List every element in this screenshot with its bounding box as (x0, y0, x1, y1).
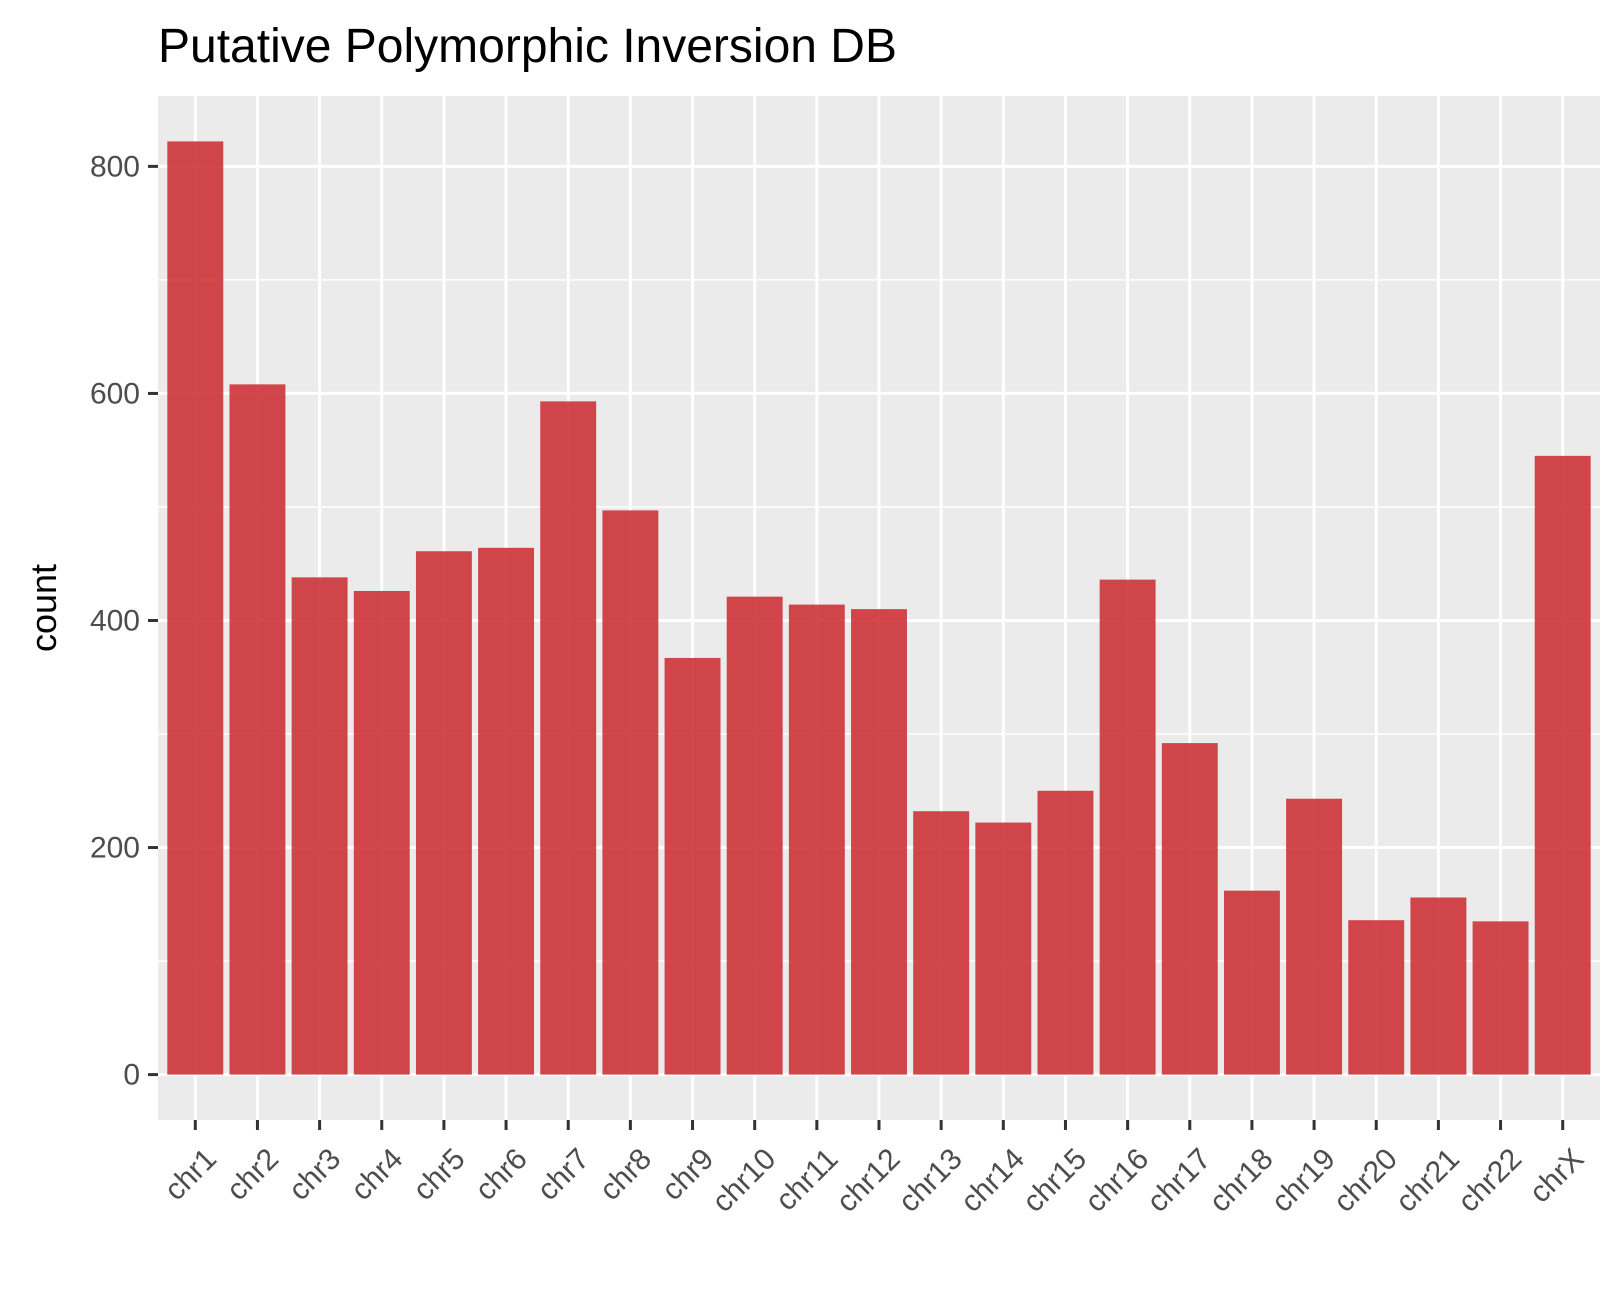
x-tick-label: chr2 (221, 1142, 286, 1207)
x-tick-label: chr6 (469, 1142, 534, 1207)
chart-title: Putative Polymorphic Inversion DB (158, 20, 897, 73)
bar-chr3 (291, 577, 348, 1075)
y-tick-label: 600 (90, 377, 140, 410)
x-tick-label: chr10 (706, 1142, 782, 1218)
y-axis: 0 200 400 600 800 (90, 150, 158, 1092)
x-tick-label: chr1 (158, 1142, 223, 1207)
x-tick-label: chr19 (1265, 1142, 1341, 1218)
x-tick-label: chr20 (1327, 1142, 1403, 1218)
x-tick-label: chr18 (1203, 1142, 1279, 1218)
bar-chr17 (1161, 743, 1218, 1075)
y-axis-title: count (23, 564, 64, 652)
bar-chr12 (851, 609, 907, 1075)
bar-chr2 (229, 384, 286, 1075)
bar-chr13 (913, 811, 970, 1075)
x-tick-label: chr16 (1079, 1142, 1155, 1218)
bar-chr20 (1348, 920, 1405, 1075)
y-tick-label: 200 (90, 832, 140, 865)
bar-chr11 (788, 604, 845, 1075)
x-tick-label: chr8 (593, 1142, 658, 1207)
bar-chr5 (415, 551, 472, 1075)
y-tick-label: 800 (90, 150, 140, 183)
x-tick-label: chr7 (531, 1142, 596, 1207)
x-tick-label: chr22 (1452, 1142, 1528, 1218)
bar-chr15 (1037, 790, 1094, 1075)
x-tick-label: chr15 (1017, 1142, 1093, 1218)
y-tick-label: 0 (123, 1059, 140, 1092)
bars (167, 141, 1591, 1075)
x-tick-label: chr21 (1390, 1142, 1466, 1218)
bar-chr7 (540, 401, 597, 1075)
x-tick-label: chr17 (1141, 1142, 1217, 1218)
x-tick-label: chr14 (955, 1142, 1031, 1218)
bar-chr18 (1223, 890, 1280, 1075)
x-tick-label: chr12 (830, 1142, 906, 1218)
x-axis: chr1chr2chr3chr4chr5chr6chr7chr8chr9chr1… (158, 1120, 1590, 1219)
bar-chr8 (602, 510, 659, 1075)
x-tick-label: chr11 (770, 1142, 845, 1217)
bar-chr21 (1410, 897, 1467, 1075)
bar-chr6 (478, 547, 535, 1075)
bar-chr19 (1286, 798, 1343, 1075)
bar-chr22 (1472, 921, 1529, 1075)
bar-chr1 (167, 141, 224, 1075)
x-tick-label: chr4 (345, 1142, 410, 1207)
bar-chr9 (664, 657, 721, 1075)
bar-chr14 (975, 822, 1032, 1075)
x-tick-label: chr5 (407, 1142, 472, 1207)
bar-chr10 (726, 596, 783, 1075)
x-tick-label: chr3 (283, 1142, 348, 1207)
x-tick-label: chrX (1523, 1142, 1590, 1209)
y-tick-label: 400 (90, 604, 140, 637)
bar-chr16 (1099, 579, 1156, 1075)
bar-chrX (1534, 455, 1591, 1075)
x-tick-label: chr13 (892, 1142, 968, 1218)
bar-chr4 (353, 590, 410, 1075)
